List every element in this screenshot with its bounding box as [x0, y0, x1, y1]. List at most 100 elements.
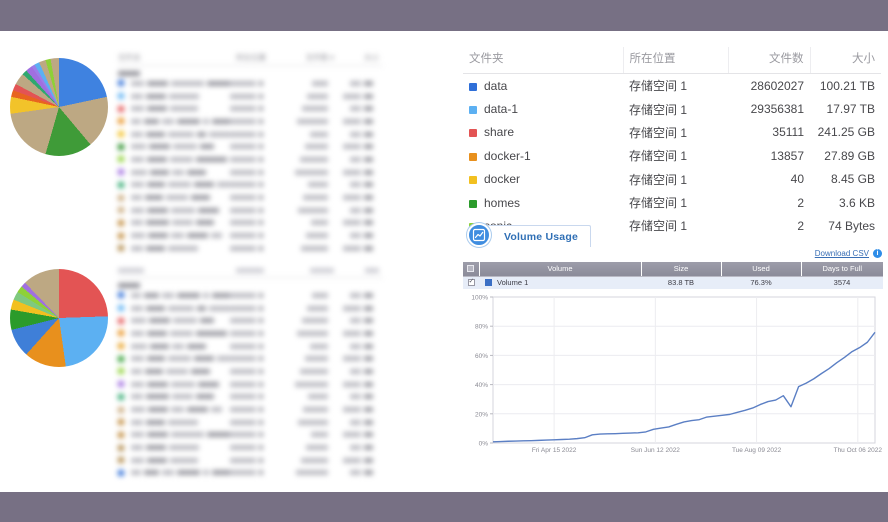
folder-name-cell: data — [463, 74, 623, 98]
column-header-location[interactable]: 所在位置 — [622, 47, 728, 74]
list-item[interactable] — [118, 204, 383, 217]
list-item[interactable] — [118, 128, 383, 141]
row-color-swatch — [118, 219, 124, 226]
folder-size-cell: 74 Bytes — [828, 218, 875, 233]
window-chrome-top — [0, 0, 888, 31]
list-item[interactable] — [118, 302, 383, 315]
list-item[interactable] — [118, 403, 383, 416]
row-count-redacted — [282, 445, 328, 451]
row-size-redacted — [328, 470, 373, 476]
row-name-redacted — [118, 330, 230, 337]
row-count-redacted — [282, 381, 328, 387]
list-item[interactable] — [118, 102, 383, 115]
row-color-swatch — [118, 131, 124, 138]
row-size-redacted — [328, 330, 373, 336]
volume-used-cell: 76.3% — [721, 276, 801, 290]
row-size-redacted — [328, 419, 373, 425]
list-item[interactable] — [118, 391, 383, 404]
column-header-name[interactable]: 文件夹 — [463, 47, 623, 74]
x-axis-tick-label: Sun Jun 12 2022 — [631, 447, 681, 454]
list-item[interactable] — [118, 179, 383, 192]
list-item[interactable] — [118, 429, 383, 442]
row-color-swatch — [118, 80, 124, 87]
row-name-redacted — [118, 245, 230, 252]
volume-row-checkbox[interactable] — [467, 277, 475, 286]
row-size-redacted — [328, 169, 373, 175]
volume-column-header-used[interactable]: Used — [721, 262, 802, 277]
blur-header-name-2 — [118, 266, 236, 275]
row-size-redacted — [328, 233, 373, 239]
list-item[interactable] — [118, 115, 383, 128]
volume-usage-chart: 0% 20% 40% 60% 80% 100% Fri Apr 15 2022 Sun Jun… — [463, 289, 883, 465]
row-size-redacted — [328, 156, 373, 162]
list-item[interactable] — [118, 454, 383, 467]
table-row[interactable]: data-1 存储空间 1 29356381 17.97 TB — [463, 97, 881, 120]
select-all-checkbox[interactable] — [467, 265, 475, 273]
row-count-redacted — [282, 80, 328, 86]
row-color-swatch — [118, 330, 124, 337]
volume-column-header-volume[interactable]: Volume — [479, 262, 642, 277]
volume-row-checkbox-cell[interactable] — [463, 276, 479, 290]
list-item[interactable] — [118, 340, 383, 353]
folder-name-cell: docker — [463, 168, 623, 191]
volume-usage-tabbar: Volume Usage — [463, 223, 883, 249]
list-item[interactable] — [118, 77, 383, 90]
table-row[interactable]: homes 存储空间 1 2 3.6 KB — [463, 191, 881, 214]
table-row[interactable]: docker 存储空间 1 40 8.45 GB — [463, 168, 881, 191]
list-item[interactable] — [118, 191, 383, 204]
row-name-redacted — [118, 105, 230, 112]
row-name-redacted — [118, 93, 230, 100]
row-location-redacted — [230, 381, 282, 387]
table-row[interactable]: data 存储空间 1 28602027 100.21 TB — [463, 74, 881, 98]
volume-select-all-cell[interactable] — [463, 262, 480, 277]
row-color-swatch — [118, 305, 124, 312]
volume-column-header-size[interactable]: Size — [641, 262, 722, 277]
row-location-redacted — [230, 169, 282, 175]
row-count-redacted — [282, 106, 328, 112]
list-item[interactable] — [118, 467, 383, 480]
row-name-redacted — [118, 431, 230, 438]
list-item[interactable] — [118, 327, 383, 340]
info-icon[interactable]: i — [873, 249, 882, 258]
row-size-redacted — [328, 445, 373, 451]
list-item[interactable] — [118, 140, 383, 153]
folder-location-cell: 存储空间 1 — [629, 172, 688, 187]
blur-header-name: 文件夹 — [118, 53, 141, 62]
list-item[interactable] — [118, 229, 383, 242]
folder-color-swatch — [469, 176, 477, 185]
list-item[interactable] — [118, 242, 383, 255]
list-item[interactable] — [118, 153, 383, 166]
list-item[interactable] — [118, 378, 383, 391]
list-item[interactable] — [118, 352, 383, 365]
volume-column-header-days-to-full[interactable]: Days to Full — [801, 262, 883, 277]
list-item[interactable] — [118, 365, 383, 378]
column-header-size[interactable]: 大小 — [809, 47, 881, 74]
list-item[interactable] — [118, 166, 383, 179]
folder-count-cell: 13857 — [770, 148, 804, 163]
list-item[interactable] — [118, 314, 383, 327]
row-color-swatch — [118, 393, 124, 400]
list-item[interactable] — [118, 441, 383, 454]
tab-volume-usage-label: Volume Usage — [504, 230, 578, 243]
y-axis-tick-label: 100% — [471, 295, 488, 302]
download-csv-link[interactable]: Download CSV — [814, 249, 869, 258]
table-row[interactable]: docker-1 存储空间 1 13857 27.89 GB — [463, 144, 881, 167]
column-header-count[interactable]: 文件数 — [727, 47, 810, 74]
folder-name-label: data-1 — [484, 102, 519, 117]
folder-name-cell: data-1 — [463, 97, 623, 120]
list-item[interactable] — [118, 289, 383, 302]
row-color-swatch — [118, 207, 124, 214]
table-row[interactable]: share 存储空间 1 35111 241.25 GB — [463, 121, 881, 144]
row-count-redacted — [282, 305, 328, 311]
volume-size-cell: 83.8 TB — [641, 276, 721, 290]
row-color-swatch — [118, 181, 124, 188]
tab-volume-usage[interactable]: Volume Usage — [481, 225, 591, 247]
volume-name-label: Volume 1 — [497, 278, 529, 287]
list-item[interactable] — [118, 217, 383, 230]
row-location-redacted — [230, 144, 282, 150]
row-name-redacted — [118, 393, 230, 400]
list-item[interactable] — [118, 416, 383, 429]
list-item[interactable] — [118, 90, 383, 103]
